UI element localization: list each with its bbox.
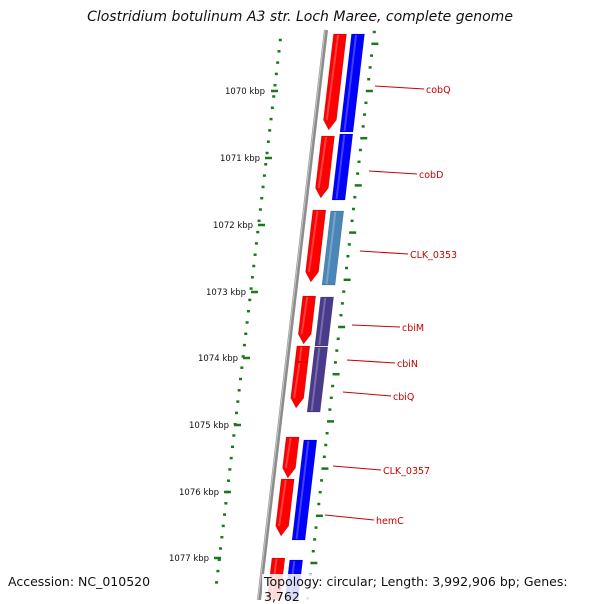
genome-summary-text: Topology: circular; Length: 3,992,906 bp… bbox=[262, 574, 600, 604]
kbp-tick-label: 1073 kbp bbox=[206, 288, 246, 298]
forward-gene-arrow bbox=[290, 361, 309, 409]
gene-label-leader bbox=[374, 85, 425, 90]
gene-label-cobq[interactable]: cobQ bbox=[426, 85, 451, 96]
gene-label-clk-0353[interactable]: CLK_0353 bbox=[410, 250, 457, 261]
kbp-tick-label: 1071 kbp bbox=[220, 154, 260, 164]
forward-gene-arrow bbox=[323, 33, 347, 131]
gene-label-cbiq[interactable]: cbiQ bbox=[393, 392, 414, 403]
gene-label-cbim[interactable]: cbiM bbox=[402, 323, 424, 334]
kbp-tick-label: 1070 kbp bbox=[225, 87, 265, 97]
gene-label-clk-0357[interactable]: CLK_0357 bbox=[383, 466, 430, 477]
kbp-tick-label: 1072 kbp bbox=[213, 221, 253, 231]
gene-label-leader bbox=[324, 514, 375, 521]
map-title: Clostridium botulinum A3 str. Loch Maree… bbox=[87, 9, 513, 25]
gene-label-leader bbox=[342, 391, 392, 397]
reverse-gene-box bbox=[339, 33, 365, 133]
inner-tick-ruler bbox=[215, 38, 282, 584]
accession-text: Accession: NC_010520 bbox=[8, 574, 151, 589]
reverse-gene-box bbox=[314, 296, 334, 347]
forward-gene-arrow bbox=[315, 135, 335, 199]
genome-backbone-highlight bbox=[257, 29, 326, 600]
forward-gene-arrow bbox=[305, 209, 327, 283]
forward-gene-arrow bbox=[294, 345, 311, 363]
reverse-gene-box bbox=[291, 439, 318, 541]
reverse-gene-box bbox=[306, 346, 329, 413]
outer-tick-ruler bbox=[306, 30, 379, 600]
forward-gene-arrow bbox=[275, 478, 295, 537]
forward-gene-arrow bbox=[298, 295, 317, 345]
gene-label-leader bbox=[351, 324, 401, 328]
gene-label-cobd[interactable]: cobD bbox=[419, 170, 443, 181]
gene-labels: cobQ cobD CLK_0353 cbiM cbiN cbiQ CLK_0357 hemC bbox=[324, 85, 457, 527]
gene-features bbox=[266, 33, 365, 600]
gene-label-leader bbox=[359, 250, 409, 255]
reverse-gene-box bbox=[321, 210, 345, 286]
gene-label-leader bbox=[332, 465, 382, 471]
kbp-tick-label: 1077 kbp bbox=[169, 554, 209, 564]
gene-label-leader bbox=[346, 359, 396, 364]
genome-backbone bbox=[257, 29, 328, 600]
kbp-tick-labels: 1070 kbp 1071 kbp 1072 kbp 1073 kbp 1074 kbp… bbox=[169, 87, 278, 564]
kbp-tick-label: 1074 kbp bbox=[198, 354, 238, 364]
kbp-tick-label: 1075 kbp bbox=[189, 421, 229, 431]
forward-gene-arrow bbox=[282, 436, 300, 479]
gene-label-hemc[interactable]: hemC bbox=[376, 516, 404, 527]
reverse-gene-box bbox=[331, 133, 354, 201]
kbp-tick-label: 1076 kbp bbox=[179, 488, 219, 498]
gene-label-cbin[interactable]: cbiN bbox=[397, 359, 418, 370]
gene-label-leader bbox=[368, 170, 418, 175]
